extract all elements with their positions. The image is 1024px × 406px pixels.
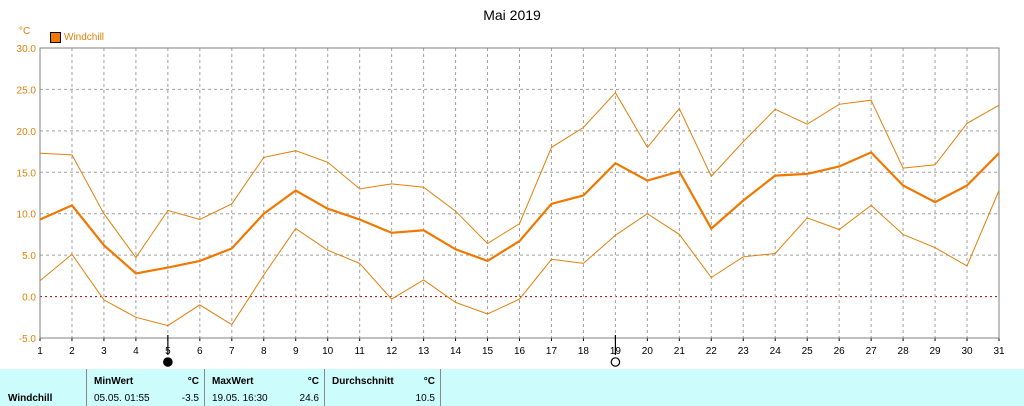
x-tick-label: 24 (770, 346, 782, 357)
y-tick-label: 10.0 (17, 210, 37, 221)
x-tick-label: 17 (546, 346, 558, 357)
min-marker-icon (163, 357, 173, 367)
x-tick-label: 13 (418, 346, 430, 357)
y-axis-unit: °C (19, 26, 31, 37)
series-line-min (39, 190, 1000, 327)
x-tick-label: 23 (738, 346, 750, 357)
stats-avg-unit: °C (423, 376, 435, 387)
x-tick-label: 9 (293, 346, 299, 357)
stats-min-cell: MinWert °C 05.05. 01:55 -3.5 (86, 369, 205, 406)
x-tick-label: 2 (69, 346, 75, 357)
x-tick-label: 22 (706, 346, 718, 357)
stats-max-time: 19.05. 16:30 (212, 393, 268, 404)
chart-plot: 30.025.020.015.010.05.00.0-5.01234567891… (17, 44, 1005, 367)
stats-max-value: 24.6 (299, 393, 319, 404)
x-tick-label: 14 (450, 346, 462, 357)
x-tick-label: 20 (642, 346, 654, 357)
x-tick-label: 18 (578, 346, 590, 357)
y-tick-label: -5.0 (19, 334, 37, 345)
y-tick-label: 5.0 (22, 251, 36, 262)
stats-series-label: Windchill (8, 393, 53, 404)
stats-bar: Windchill MinWert °C 05.05. 01:55 -3.5 M… (0, 369, 1024, 406)
stats-max-cell: MaxWert °C 19.05. 16:30 24.6 (204, 369, 325, 406)
series-line-max (39, 91, 1000, 259)
stats-max-header: MaxWert (212, 376, 254, 387)
stats-max-unit: °C (307, 376, 319, 387)
x-tick-label: 15 (482, 346, 494, 357)
x-tick-label: 28 (898, 346, 910, 357)
y-tick-label: 0.0 (22, 293, 36, 304)
stats-min-value: -3.5 (181, 393, 199, 404)
x-tick-label: 3 (101, 346, 107, 357)
y-tick-label: 20.0 (17, 127, 37, 138)
stats-min-unit: °C (187, 376, 199, 387)
x-tick-label: 31 (993, 346, 1005, 357)
x-tick-label: 7 (229, 346, 235, 357)
stats-min-header: MinWert (94, 376, 134, 387)
y-tick-label: 15.0 (17, 168, 37, 179)
stats-avg-value: 10.5 (415, 393, 435, 404)
series-line-average (39, 151, 1000, 275)
x-tick-label: 1 (37, 346, 43, 357)
stats-min-time: 05.05. 01:55 (94, 393, 150, 404)
x-tick-label: 11 (354, 346, 365, 357)
stats-avg-header: Durchschnitt (332, 376, 394, 387)
legend-label: Windchill (64, 32, 105, 43)
x-tick-label: 12 (386, 346, 398, 357)
x-tick-label: 4 (133, 346, 139, 357)
x-tick-label: 21 (674, 346, 686, 357)
x-tick-label: 26 (834, 346, 846, 357)
x-tick-label: 29 (930, 346, 942, 357)
stats-avg-cell: Durchschnitt °C 10.5 (324, 369, 441, 406)
x-tick-label: 27 (866, 346, 878, 357)
chart-title: Mai 2019 (483, 7, 541, 23)
x-tick-label: 30 (961, 346, 973, 357)
stats-empty-cell (440, 369, 1024, 406)
x-tick-label: 6 (197, 346, 203, 357)
max-marker-icon (610, 357, 621, 367)
plot-frame (39, 47, 1000, 339)
x-tick-label: 10 (322, 346, 334, 357)
legend-swatch (50, 32, 61, 43)
stats-series-cell: Windchill (0, 369, 86, 406)
x-tick-label: 16 (514, 346, 526, 357)
x-tick-label: 8 (261, 346, 267, 357)
y-tick-label: 30.0 (17, 44, 37, 55)
y-tick-label: 25.0 (17, 85, 37, 96)
x-tick-label: 25 (802, 346, 814, 357)
legend: Windchill (50, 32, 104, 43)
